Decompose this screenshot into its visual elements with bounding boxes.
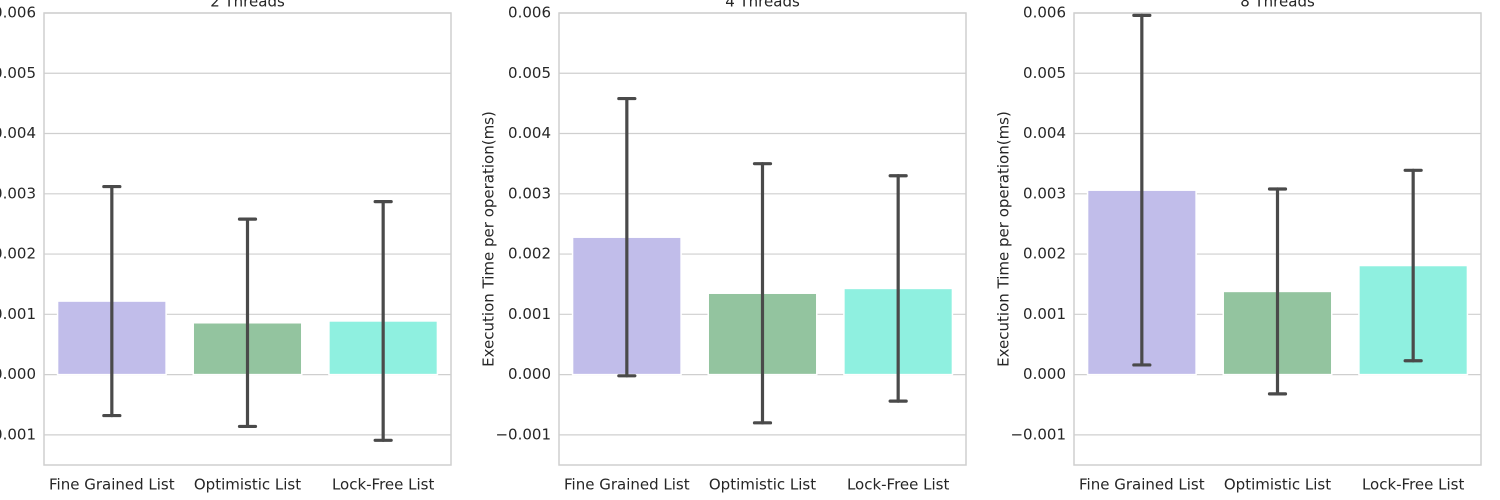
- y-tick-label: 0.005: [1023, 64, 1066, 82]
- x-tick-label: Optimistic List: [194, 476, 301, 494]
- y-tick-label: 0.006: [0, 4, 36, 22]
- y-tick-label: 0.003: [508, 184, 551, 202]
- y-tick-label: 0.001: [1023, 305, 1066, 323]
- chart-title: 2 Threads: [210, 0, 285, 11]
- y-tick-label: 0.001: [0, 305, 36, 323]
- y-tick-label: 0.000: [508, 365, 551, 383]
- y-tick-label: −0.001: [495, 425, 551, 443]
- y-tick-label: 0.003: [0, 184, 36, 202]
- y-tick-label: 0.000: [0, 365, 36, 383]
- x-tick-label: Fine Grained List: [564, 476, 690, 494]
- plot-frame: [43, 12, 452, 466]
- y-tick-label: −0.001: [1010, 425, 1066, 443]
- y-tick-label: 0.002: [1023, 245, 1066, 263]
- y-tick-label: 0.004: [508, 124, 551, 142]
- y-tick-label: −0.001: [0, 425, 36, 443]
- y-tick-label: 0.003: [1023, 184, 1066, 202]
- y-tick-label: 0.002: [0, 245, 36, 263]
- x-tick-label: Lock-Free List: [1362, 476, 1465, 494]
- y-tick-label: 0.004: [1023, 124, 1066, 142]
- y-axis-label: Execution Time per operation(ms): [995, 111, 1013, 367]
- x-tick-label: Fine Grained List: [49, 476, 175, 494]
- chart-title: 8 Threads: [1240, 0, 1315, 11]
- x-tick-label: Fine Grained List: [1079, 476, 1205, 494]
- x-tick-label: Optimistic List: [709, 476, 816, 494]
- plot-frame: [1073, 12, 1482, 466]
- x-tick-label: Lock-Free List: [332, 476, 435, 494]
- y-tick-label: 0.000: [1023, 365, 1066, 383]
- y-tick-label: 0.006: [508, 4, 551, 22]
- x-tick-label: Lock-Free List: [847, 476, 950, 494]
- y-tick-label: 0.002: [508, 245, 551, 263]
- y-tick-label: 0.005: [508, 64, 551, 82]
- y-tick-label: 0.004: [0, 124, 36, 142]
- y-tick-label: 0.001: [508, 305, 551, 323]
- x-tick-label: Optimistic List: [1224, 476, 1331, 494]
- y-axis-label: Execution Time per operation(ms): [480, 111, 498, 367]
- chart-title: 4 Threads: [725, 0, 800, 11]
- y-tick-label: 0.005: [0, 64, 36, 82]
- y-tick-label: 0.006: [1023, 4, 1066, 22]
- plot-frame: [558, 12, 967, 466]
